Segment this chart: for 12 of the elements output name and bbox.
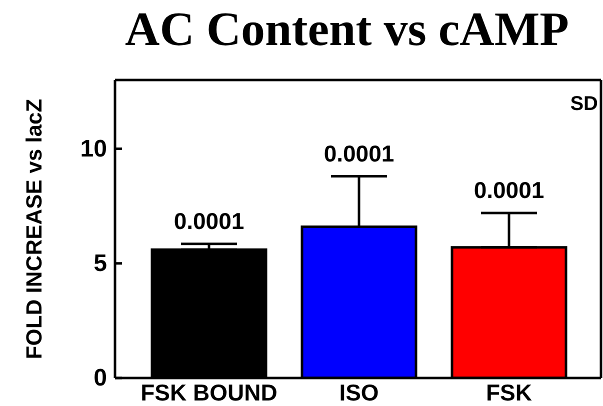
- annotation: SD: [570, 93, 598, 115]
- annotation: 0.0001: [474, 176, 544, 203]
- annotation: 0.0001: [324, 140, 394, 166]
- y-axis-title: FOLD INCREASE vs lacZ: [22, 98, 46, 360]
- chart-title: AC Content vs cAMP: [124, 3, 570, 56]
- y-tick-label: 5: [94, 250, 107, 277]
- y-tick-label: 0: [94, 364, 107, 392]
- x-tick-label: ISO: [339, 379, 379, 406]
- x-tick-label: FSK: [486, 379, 532, 406]
- annotation: 0.0001: [174, 208, 244, 234]
- x-tick-label: FSK BOUND: [140, 379, 278, 406]
- y-tick-label: 10: [80, 135, 107, 162]
